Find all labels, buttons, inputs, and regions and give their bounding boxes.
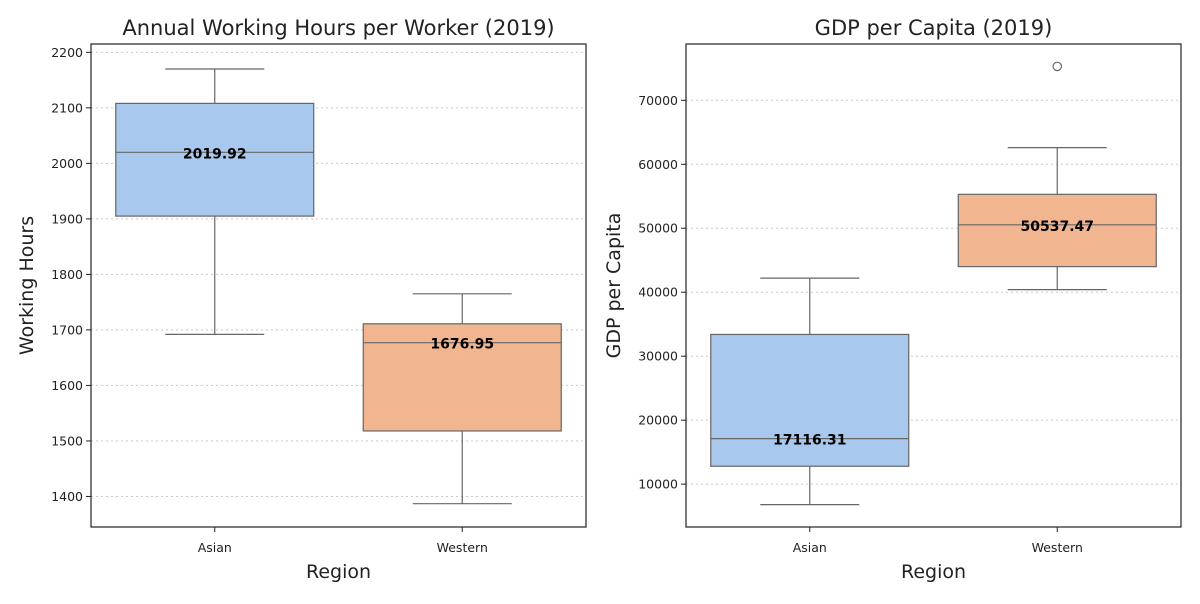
median-label: 1676.95 [430, 337, 494, 353]
box-western: 1676.95 [362, 293, 562, 505]
median-label: 50537.47 [1020, 219, 1094, 235]
y-tick-label: 20000 [638, 413, 678, 428]
outlier-point [1052, 61, 1063, 72]
y-axis-label: GDP per Capita [603, 213, 625, 359]
chart-title: GDP per Capita (2019) [815, 16, 1053, 40]
chart-title: Annual Working Hours per Worker (2019) [122, 16, 554, 40]
y-tick-label: 30000 [638, 349, 678, 364]
y-tick-label: 1400 [51, 489, 83, 504]
plot-frame [90, 43, 587, 528]
y-tick-label: 40000 [638, 285, 678, 300]
y-tick-label: 2100 [51, 100, 83, 115]
iqr-box [957, 193, 1157, 268]
y-tick-label: 2200 [51, 45, 83, 60]
y-tick-label: 1600 [51, 378, 83, 393]
y-tick-label: 1900 [51, 211, 83, 226]
y-tick-label: 1800 [51, 267, 83, 282]
y-tick-label: 2000 [51, 156, 83, 171]
x-axis-label: Region [306, 561, 371, 583]
plot-frame [685, 43, 1182, 528]
iqr-box [710, 333, 910, 467]
iqr-box [362, 323, 562, 432]
chart-panel-1: 1400 1500 1600 1700 1800 1900 2000 2100 2200 2019… [16, 16, 587, 583]
y-axis-label: Working Hours [16, 216, 38, 355]
median-label: 2019.92 [183, 146, 247, 162]
y-tick-label: 70000 [638, 93, 678, 108]
y-tick-label: 50000 [638, 221, 678, 236]
x-tick-label: Western [437, 540, 488, 555]
iqr-box [115, 102, 315, 217]
box-asian: 17116.31 [710, 277, 910, 506]
box-western: 50537.47 [957, 61, 1157, 291]
x-tick-label: Western [1032, 540, 1083, 555]
x-tick-label: Asian [198, 540, 232, 555]
y-tick-label: 60000 [638, 157, 678, 172]
x-axis-label: Region [901, 561, 966, 583]
y-tick-label: 10000 [638, 477, 678, 492]
chart-panel-2: 10000 20000 30000 40000 50000 60000 70000 17116… [603, 16, 1182, 583]
y-tick-label: 1500 [51, 433, 83, 448]
median-label: 17116.31 [773, 433, 847, 449]
x-tick-label: Asian [793, 540, 827, 555]
y-tick-label: 1700 [51, 322, 83, 337]
box-asian: 2019.92 [115, 68, 315, 335]
